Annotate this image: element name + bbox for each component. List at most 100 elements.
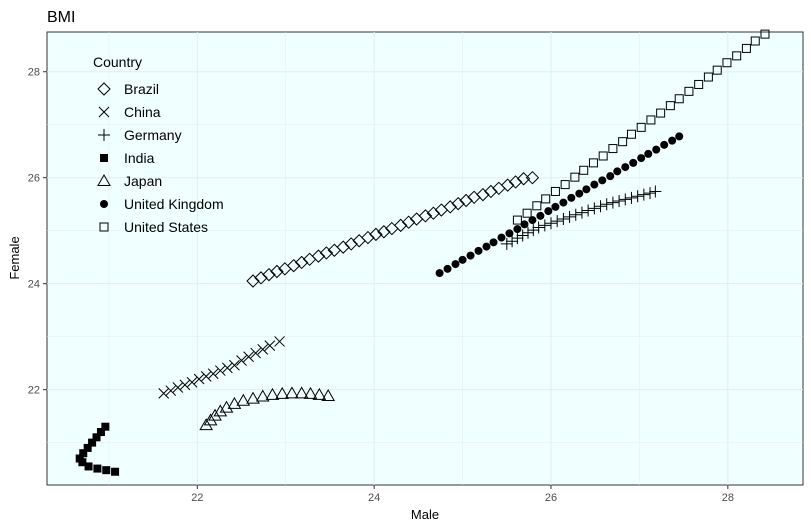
point-india xyxy=(84,462,93,471)
point-brazil xyxy=(443,200,457,214)
point-brazil xyxy=(426,206,441,220)
point-united-kingdom xyxy=(637,154,646,163)
point-united-kingdom xyxy=(466,251,475,260)
point-japan xyxy=(321,388,336,401)
point-brazil xyxy=(508,175,523,189)
point-germany xyxy=(649,185,662,198)
x-tick-label: 24 xyxy=(368,492,380,504)
point-india xyxy=(88,438,97,447)
point-china xyxy=(186,376,198,388)
point-germany xyxy=(527,224,540,237)
x-tick-label: 22 xyxy=(191,492,203,504)
gridlines xyxy=(47,32,803,485)
point-china xyxy=(200,371,212,382)
point-germany xyxy=(516,229,529,242)
point-germany xyxy=(582,204,595,217)
point-brazil xyxy=(270,264,284,279)
point-china xyxy=(165,385,177,397)
point-united-kingdom xyxy=(551,202,560,211)
point-germany xyxy=(631,190,644,203)
point-china xyxy=(172,382,184,393)
point-germany xyxy=(619,193,632,206)
point-brazil xyxy=(401,215,416,229)
point-germany xyxy=(522,226,535,239)
legend-key-china xyxy=(98,106,110,118)
point-india xyxy=(79,449,88,458)
point-germany xyxy=(625,191,638,204)
point-united-kingdom xyxy=(567,193,576,202)
y-tick-label: 26 xyxy=(28,173,40,185)
point-united-kingdom xyxy=(544,207,553,216)
point-brazil xyxy=(500,178,515,192)
point-germany xyxy=(575,206,588,219)
point-china xyxy=(179,379,191,391)
series-brazil xyxy=(246,170,540,288)
legend-key-united-kingdom xyxy=(100,200,108,208)
point-united-states xyxy=(665,101,675,111)
point-germany xyxy=(600,198,613,211)
point-japan xyxy=(246,391,260,404)
axes: 22 24 26 28 22 24 26 28 xyxy=(28,67,734,504)
point-united-kingdom xyxy=(621,163,630,172)
point-brazil xyxy=(262,267,276,282)
point-germany xyxy=(606,196,619,209)
point-united-states xyxy=(598,151,608,161)
point-united-kingdom xyxy=(435,269,444,278)
point-germany xyxy=(506,235,519,248)
point-united-states xyxy=(550,186,560,196)
point-china xyxy=(264,340,276,352)
point-united-states xyxy=(579,165,589,175)
point-united-states xyxy=(712,65,722,75)
point-united-states xyxy=(618,137,628,147)
point-japan xyxy=(285,386,299,399)
chart-title: BMI xyxy=(47,9,75,26)
point-germany xyxy=(594,200,607,213)
point-united-kingdom xyxy=(497,233,506,242)
point-japan xyxy=(294,386,309,399)
point-japan xyxy=(213,404,228,417)
point-united-kingdom xyxy=(513,225,522,234)
point-china xyxy=(243,351,254,363)
legend-label-germany: Germany xyxy=(124,127,182,143)
point-united-kingdom xyxy=(598,176,607,185)
point-united-states xyxy=(722,58,732,68)
point-brazil xyxy=(525,170,540,185)
legend-key-japan xyxy=(97,173,111,186)
point-india xyxy=(92,433,101,442)
point-china xyxy=(193,373,205,385)
legend-label-united-kingdom: United Kingdom xyxy=(124,196,224,212)
point-brazil xyxy=(294,255,309,270)
point-germany xyxy=(500,237,513,250)
point-united-states xyxy=(674,94,684,104)
point-united-kingdom xyxy=(443,264,452,273)
point-brazil xyxy=(246,274,260,288)
series-japan xyxy=(199,386,336,431)
point-brazil xyxy=(459,193,473,208)
point-china xyxy=(236,355,247,366)
point-united-kingdom xyxy=(606,172,615,181)
x-tick-label: 28 xyxy=(722,492,734,504)
point-united-states xyxy=(684,86,694,96)
point-united-kingdom xyxy=(458,255,467,264)
point-brazil xyxy=(319,246,334,260)
point-united-kingdom xyxy=(613,167,622,176)
point-germany xyxy=(511,232,524,245)
series-united-kingdom xyxy=(435,132,684,278)
point-germany xyxy=(644,187,657,200)
point-china xyxy=(214,365,226,376)
point-japan xyxy=(227,396,242,409)
point-united-kingdom xyxy=(575,189,584,198)
point-united-kingdom xyxy=(668,136,677,145)
point-united-states xyxy=(741,43,751,53)
legend-label-brazil: Brazil xyxy=(124,81,159,97)
point-united-kingdom xyxy=(652,145,661,154)
y-tick-label: 24 xyxy=(28,279,40,291)
y-tick-label: 22 xyxy=(28,385,40,397)
point-japan xyxy=(236,393,251,406)
point-united-states xyxy=(608,144,618,154)
series-china xyxy=(158,336,285,399)
point-united-states xyxy=(512,215,522,225)
legend-label-japan: Japan xyxy=(124,173,162,189)
point-united-kingdom xyxy=(644,149,653,158)
